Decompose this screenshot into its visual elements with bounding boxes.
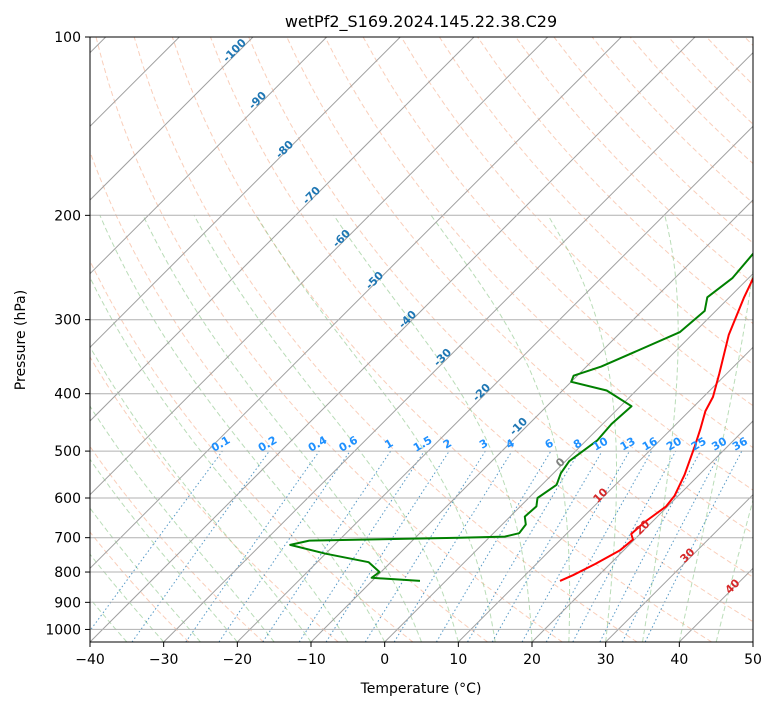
- moist-adiabat: [678, 265, 753, 642]
- dry-adiabat: [248, 37, 753, 578]
- background-lines: [90, 37, 753, 642]
- moist-adiabat: [547, 215, 617, 642]
- y-tick-label: 900: [54, 595, 81, 611]
- x-axis-label: Temperature (°C): [360, 681, 482, 697]
- x-tick-label: −30: [149, 652, 179, 668]
- x-tick-label: 40: [670, 652, 688, 668]
- mixing-ratio-line: [298, 450, 425, 642]
- plot-frame: [89, 36, 754, 643]
- moist-adiabat: [90, 553, 165, 642]
- isotherm: [531, 420, 753, 642]
- mixing-ratio-line: [131, 450, 270, 642]
- moist-adiabat: [90, 345, 312, 642]
- mixing-ratio-line: [545, 450, 653, 642]
- moist-adiabat: [90, 597, 128, 642]
- x-tick-label: 10: [449, 652, 467, 668]
- x-tick-label: 0: [380, 652, 389, 668]
- mixing-ratio-line: [262, 450, 392, 642]
- isotherm: [90, 37, 549, 496]
- mixing-ratio-line: [325, 450, 450, 642]
- y-tick-label: 600: [54, 491, 81, 507]
- isotherm: [310, 199, 753, 642]
- isotherm: [457, 346, 753, 642]
- isotherm: [752, 641, 753, 642]
- y-tick-label: 100: [54, 30, 81, 46]
- dry-adiabat: [90, 531, 190, 642]
- mixing-ratio-line: [521, 450, 630, 642]
- mixing-ratio-line: [218, 450, 351, 642]
- dry-adiabat: [515, 37, 753, 284]
- x-tick-label: −20: [223, 652, 253, 668]
- moist-adiabat: [90, 507, 201, 642]
- x-tick-label: −40: [75, 652, 105, 668]
- dry-adiabat: [210, 37, 753, 623]
- isotherm: [90, 37, 475, 422]
- mixing-ratio-line: [185, 450, 320, 642]
- isotherm: [90, 37, 401, 349]
- dry-adiabat: [133, 37, 638, 642]
- profile-line-2: [289, 252, 753, 582]
- axis-ticks: −40 −30 −20 −10 0 10 20 30 40 50 100 200 300 400 500 60…: [45, 30, 762, 668]
- isotherm: [163, 51, 753, 642]
- dry-adiabat: [90, 150, 488, 642]
- dry-adiabat: [400, 37, 753, 407]
- y-tick-label: 700: [54, 531, 81, 547]
- mixing-ratio-line: [572, 450, 677, 642]
- isotherm: [90, 37, 254, 201]
- dry-adiabat: [95, 37, 563, 642]
- profile-lines: [289, 252, 753, 582]
- y-tick-label: 500: [54, 444, 81, 460]
- dry-adiabat: [324, 37, 753, 491]
- isotherm: [90, 37, 696, 642]
- x-tick-label: 50: [744, 652, 762, 668]
- moist-adiabat: [99, 215, 386, 642]
- plot-background: [90, 37, 753, 642]
- dry-adiabat: [438, 37, 753, 366]
- x-tick-label: 20: [523, 652, 541, 668]
- y-tick-label: 400: [54, 387, 81, 403]
- mixing-ratio-line: [644, 450, 743, 642]
- isotherm: [90, 37, 328, 275]
- dry-adiabat: [171, 37, 712, 642]
- moist-adiabat: [142, 215, 422, 642]
- isotherm: [236, 125, 753, 642]
- moist-adiabat: [193, 215, 459, 642]
- moist-adiabat: [90, 458, 238, 642]
- isotherm: [90, 37, 622, 570]
- moist-adiabat: [642, 215, 679, 642]
- y-tick-label: 200: [54, 208, 81, 224]
- y-tick-label: 1000: [45, 622, 81, 638]
- profile-line-1: [559, 276, 753, 582]
- y-tick-label: 300: [54, 313, 81, 329]
- dry-adiabat: [90, 445, 264, 642]
- mixing-ratio-line: [393, 450, 513, 642]
- moist-adiabat: [715, 498, 753, 642]
- isotherm: [384, 272, 753, 642]
- y-axis-label: Pressure (hPa): [13, 290, 29, 390]
- y-tick-label: 800: [54, 565, 81, 581]
- dry-adiabat: [90, 356, 339, 642]
- mixing-ratio-line: [90, 450, 223, 632]
- moist-adiabat: [255, 215, 496, 642]
- x-tick-label: 30: [597, 652, 615, 668]
- x-tick-label: −10: [296, 652, 326, 668]
- isotherm: [605, 493, 753, 642]
- moist-adiabat: [430, 215, 571, 642]
- chart-title: wetPf2_S169.2024.145.22.38.C29: [285, 12, 557, 32]
